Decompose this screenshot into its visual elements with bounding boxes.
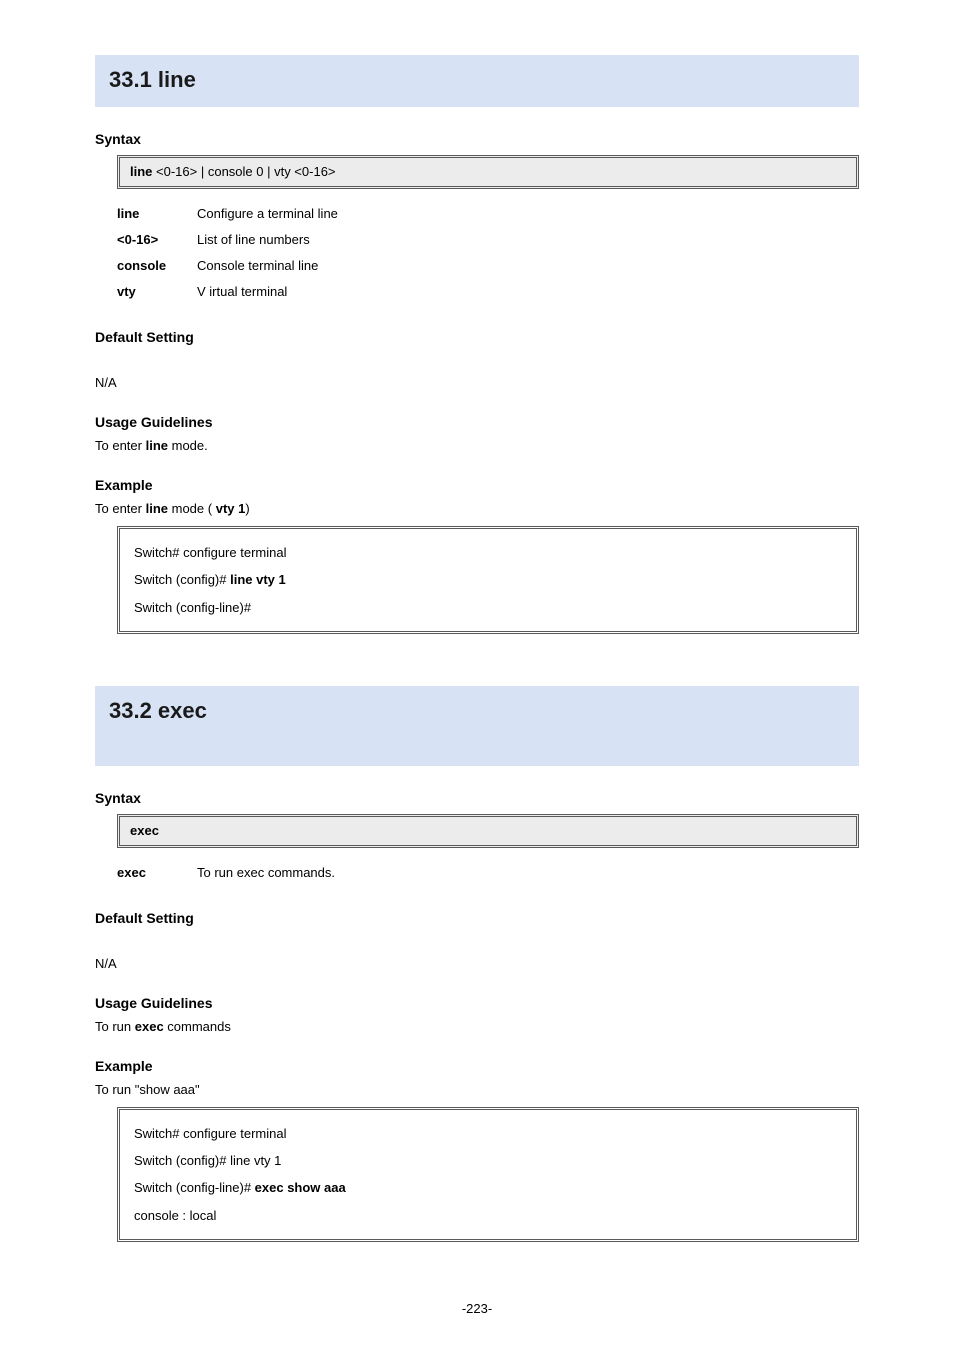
ex-pre: To enter [95, 501, 146, 516]
param-key: <0-16> [117, 227, 197, 253]
code-line: Switch# configure terminal [134, 539, 842, 566]
code-line: Switch (config)# line vty 1 [134, 566, 842, 593]
code-line: Switch (config)# line vty 1 [134, 1147, 842, 1174]
banner-title: 33.2 exec [109, 698, 207, 723]
param-row: <0-16> List of line numbers [117, 227, 859, 253]
code-pre: Switch (config-line)# [134, 1180, 251, 1195]
syntax-cmd: line [130, 164, 152, 179]
param-text: List of line numbers [197, 227, 310, 253]
code-pre: Switch# configure terminal [134, 545, 286, 560]
ex-bold: line [146, 501, 168, 516]
param-row: vty V irtual terminal [117, 279, 859, 305]
param-text: V irtual terminal [197, 279, 287, 305]
param-text: Console terminal line [197, 253, 318, 279]
code-pre: Switch (config-line)# [134, 600, 251, 615]
example-text: To enter line mode ( vty 1) [95, 501, 859, 516]
example-heading: Example [95, 1058, 859, 1074]
usage-text: To enter line mode. [95, 438, 859, 453]
param-row: console Console terminal line [117, 253, 859, 279]
usage-heading: Usage Guidelines [95, 995, 859, 1011]
code-pre: Switch (config)# [134, 572, 226, 587]
page-content: 33.1 line Syntax line <0-16> | console 0… [0, 0, 954, 1242]
example-heading: Example [95, 477, 859, 493]
usage-pre: To run [95, 1019, 135, 1034]
code-example: Switch# configure terminal Switch (confi… [117, 1107, 859, 1242]
page-number: -223- [0, 1301, 954, 1316]
section-banner-exec: 33.2 exec [95, 686, 859, 766]
usage-text: To run exec commands [95, 1019, 859, 1034]
param-row: exec To run exec commands. [117, 860, 859, 886]
param-list: line Configure a terminal line <0-16> Li… [117, 201, 859, 305]
param-row: line Configure a terminal line [117, 201, 859, 227]
code-line: Switch# configure terminal [134, 1120, 842, 1147]
code-line: console : local [134, 1202, 842, 1229]
example-text: To run "show aaa" [95, 1082, 859, 1097]
syntax-heading: Syntax [95, 790, 859, 806]
ex-mid: mode [168, 501, 204, 516]
code-line: Switch (config-line)# exec show aaa [134, 1174, 842, 1201]
usage-bold: exec [135, 1019, 164, 1034]
syntax-box: line <0-16> | console 0 | vty <0-16> [117, 155, 859, 189]
usage-post: commands [164, 1019, 231, 1034]
param-text: Configure a terminal line [197, 201, 338, 227]
code-pre: Switch (config)# line vty 1 [134, 1153, 281, 1168]
code-line: Switch (config-line)# [134, 594, 842, 621]
param-key: exec [117, 860, 197, 886]
usage-heading: Usage Guidelines [95, 414, 859, 430]
section-banner-line: 33.1 line [95, 55, 859, 107]
syntax-heading: Syntax [95, 131, 859, 147]
param-list: exec To run exec commands. [117, 860, 859, 886]
ex-bold2: vty 1 [212, 501, 245, 516]
default-heading: Default Setting [95, 329, 859, 345]
default-text: N/A [95, 375, 859, 390]
usage-pre: To enter [95, 438, 142, 453]
default-text: N/A [95, 956, 859, 971]
code-bold: line vty 1 [226, 572, 285, 587]
code-example: Switch# configure terminal Switch (confi… [117, 526, 859, 634]
ex-paren-r: ) [245, 501, 249, 516]
default-heading: Default Setting [95, 910, 859, 926]
code-bold: exec show aaa [251, 1180, 346, 1195]
param-key: console [117, 253, 197, 279]
code-pre: Switch# configure terminal [134, 1126, 286, 1141]
param-key: vty [117, 279, 197, 305]
usage-bold: line [142, 438, 172, 453]
usage-post: mode. [172, 438, 208, 453]
param-text: To run exec commands. [197, 860, 335, 886]
syntax-args: <0-16> | console 0 | vty <0-16> [156, 164, 335, 179]
syntax-box: exec [117, 814, 859, 848]
param-key: line [117, 201, 197, 227]
code-pre: console : local [134, 1208, 216, 1223]
banner-title: 33.1 line [109, 67, 196, 92]
syntax-cmd: exec [130, 823, 159, 838]
